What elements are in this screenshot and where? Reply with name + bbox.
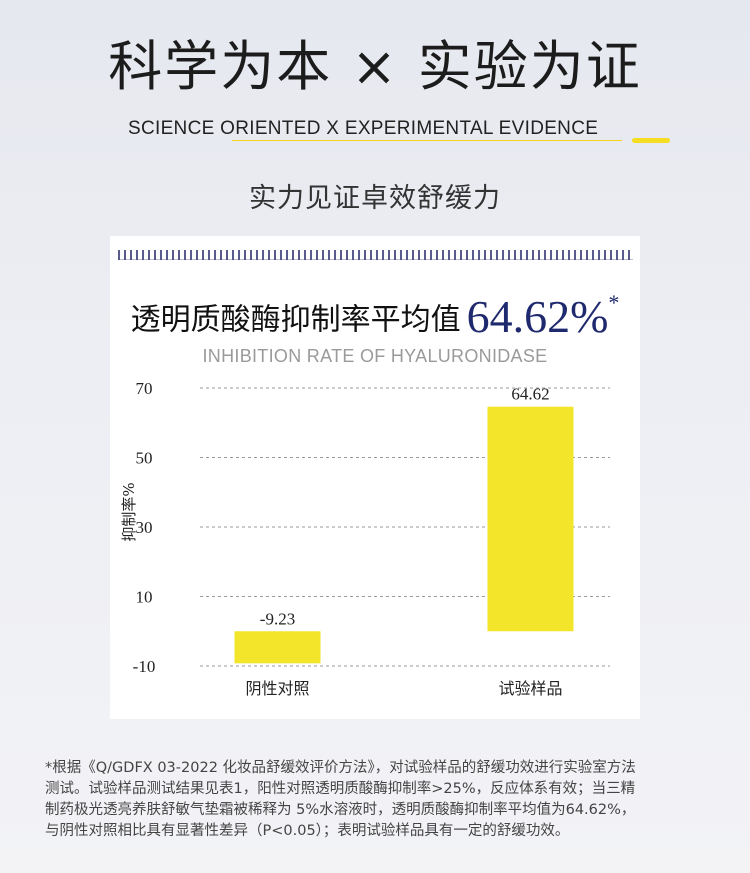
footnote-line: 测试。试验样品测试结果见表1，阳性对照透明质酸酶抑制率>25%，反应体系有效；当… [45, 781, 636, 797]
footnote: *根据《Q/GDFX 03-2022 化妆品舒缓效评价方法》，对试验样品的舒缓功… [45, 758, 715, 842]
y-tick-label: 50 [136, 449, 153, 468]
bar [234, 631, 321, 664]
x-category-label: 阴性对照 [245, 679, 309, 698]
english-subtitle: SCIENCE ORIENTED X EXPERIMENTAL EVIDENCE [128, 118, 599, 139]
y-tick-label: 70 [136, 379, 153, 398]
subtitle-accent-dash [632, 138, 670, 143]
x-category-label: 试验样品 [498, 679, 562, 698]
y-tick-label: 10 [136, 588, 153, 607]
headline-label: 透明质酸酶抑制率平均值 [130, 302, 461, 338]
headline-asterisk: * [608, 290, 620, 315]
page-title: 科学为本 × 实验为证 [108, 35, 642, 98]
subtitle-block: SCIENCE ORIENTED X EXPERIMENTAL EVIDENCE [0, 118, 750, 148]
bar [487, 406, 574, 632]
y-tick-label: -10 [133, 657, 156, 676]
footnote-line: 与阴性对照相比具有显著性差异（P<0.05）；表明试验样品具有一定的舒缓功效。 [45, 823, 570, 839]
y-axis-label: 抑制率% [120, 482, 138, 541]
tagline: 实力见证卓效舒缓力 [249, 183, 501, 214]
bar-value-label: -9.23 [260, 609, 295, 628]
chart-card: 透明质酸酶抑制率平均值 64.62%* INHIBITION RATE OF HY… [110, 236, 640, 719]
chart-english-title: INHIBITION RATE OF HYALURONIDASE [202, 346, 548, 366]
ruler-baseline [118, 259, 633, 260]
y-tick-label: 30 [136, 518, 153, 537]
footnote-line: *根据《Q/GDFX 03-2022 化妆品舒缓效评价方法》，对试验样品的舒缓功… [45, 760, 636, 776]
headline-value: 64.62% [466, 291, 609, 342]
headline: 透明质酸酶抑制率平均值 64.62%* [110, 290, 640, 343]
bar-value-label: 64.62 [511, 385, 549, 404]
bar-chart: -10 10 30 50 70 抑制率% -9.23 阴性对照 64.62 试验样品 [120, 379, 610, 698]
footnote-line: 制药极光透亮养肤舒敏气垫霜被稀释为 5%水溶液时，透明质酸酶抑制率平均值为64.… [45, 802, 636, 818]
ruler-decoration [118, 250, 633, 260]
subtitle-underline [232, 140, 622, 141]
